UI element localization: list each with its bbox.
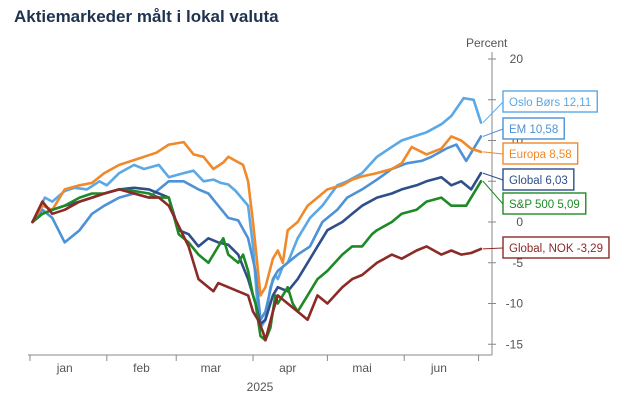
series-line-5 bbox=[31, 188, 483, 342]
y-tick-label: -10 bbox=[506, 297, 524, 311]
x-axis-year-label: 2025 bbox=[247, 380, 274, 394]
series-line-4 bbox=[31, 180, 483, 342]
y-tick-label: -5 bbox=[512, 256, 523, 270]
x-tick-label: apr bbox=[279, 361, 296, 375]
series-end-labels: Oslo Børs 12,11 EM 10,58 Europa 8,58 Global… bbox=[482, 90, 610, 259]
label-leader-line bbox=[482, 180, 504, 205]
series-label-box bbox=[502, 117, 565, 140]
series-label: Europa 8,58 bbox=[509, 149, 572, 161]
x-tick-label: jan bbox=[56, 361, 73, 375]
series-line-1 bbox=[31, 135, 483, 322]
label-leader-line bbox=[482, 151, 504, 155]
x-tick-label: feb bbox=[133, 361, 150, 375]
series-lines bbox=[31, 96, 483, 342]
y-tick-label: 20 bbox=[510, 52, 524, 66]
series-label: Global 6,03 bbox=[509, 175, 568, 187]
y-tick-label: -15 bbox=[506, 337, 524, 351]
series-label: Oslo Børs 12,11 bbox=[509, 97, 591, 109]
series-label-box bbox=[502, 192, 587, 215]
series-label: S&P 500 5,09 bbox=[509, 199, 580, 211]
series-label: Global, NOK -3,29 bbox=[509, 243, 603, 255]
chart-title: Aktiemarkeder målt i lokal valuta bbox=[14, 7, 279, 26]
x-tick-label: mai bbox=[352, 361, 371, 375]
x-ticks: jan feb mar apr mai jun bbox=[29, 355, 480, 375]
series-label-box bbox=[502, 168, 575, 191]
series-line-2 bbox=[31, 135, 483, 297]
x-tick-label: mar bbox=[201, 361, 222, 375]
x-tick-label: jun bbox=[430, 361, 447, 375]
label-leader-line bbox=[482, 128, 504, 137]
series-label-box bbox=[502, 236, 610, 259]
series-label-box bbox=[502, 142, 579, 165]
label-leader-line bbox=[482, 101, 504, 123]
y-tick-label: 0 bbox=[516, 215, 523, 229]
series-label-box bbox=[502, 90, 598, 113]
series-label: EM 10,58 bbox=[509, 124, 558, 136]
y-axis-unit-label: Percent bbox=[466, 36, 508, 50]
label-leader-line bbox=[483, 247, 504, 250]
label-leader-line bbox=[482, 172, 504, 181]
